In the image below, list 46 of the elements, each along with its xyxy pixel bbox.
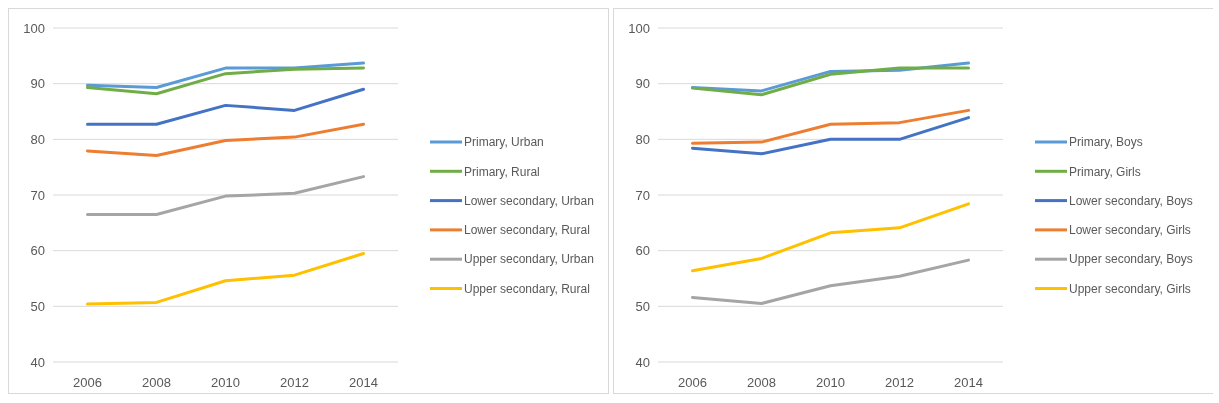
y-tick-label: 100 xyxy=(23,20,45,36)
y-tick-label: 40 xyxy=(30,354,45,370)
legend-label: Primary, Girls xyxy=(1069,164,1141,179)
y-tick-label: 60 xyxy=(30,243,45,259)
x-tick-label: 2010 xyxy=(816,375,845,390)
legend-label: Upper secondary, Urban xyxy=(464,252,594,267)
line-series xyxy=(691,258,970,306)
y-tick-label: 90 xyxy=(30,76,45,92)
legend-label: Primary, Rural xyxy=(464,164,540,179)
legend-label: Lower secondary, Girls xyxy=(1069,223,1191,238)
legend-label: Upper secondary, Rural xyxy=(464,281,590,296)
line-series xyxy=(86,87,365,126)
x-tick-label: 2006 xyxy=(73,375,102,390)
line-series xyxy=(86,66,365,96)
line-series xyxy=(691,116,970,156)
y-tick-label: 90 xyxy=(635,76,650,92)
x-tick-label: 2012 xyxy=(885,375,914,390)
x-tick-label: 2008 xyxy=(747,375,776,390)
y-tick-label: 100 xyxy=(628,20,650,36)
legend-label: Primary, Boys xyxy=(1069,135,1143,150)
line-series xyxy=(86,175,365,216)
y-tick-label: 80 xyxy=(635,131,650,147)
legend-label: Upper secondary, Girls xyxy=(1069,281,1191,296)
line-series xyxy=(86,251,365,306)
y-tick-label: 80 xyxy=(30,131,45,147)
x-tick-label: 2006 xyxy=(678,375,707,390)
y-tick-label: 60 xyxy=(635,243,650,259)
x-tick-label: 2008 xyxy=(142,375,171,390)
legend-label: Primary, Urban xyxy=(464,135,544,150)
x-tick-label: 2014 xyxy=(954,375,983,390)
line-series xyxy=(691,108,970,145)
legend-label: Lower secondary, Boys xyxy=(1069,193,1193,208)
legend-label: Lower secondary, Urban xyxy=(464,193,594,208)
y-tick-label: 50 xyxy=(635,298,650,314)
y-tick-label: 70 xyxy=(30,187,45,203)
legend-label: Upper secondary, Boys xyxy=(1069,252,1193,267)
line-series xyxy=(86,61,365,90)
legend-label: Lower secondary, Rural xyxy=(464,223,590,238)
line-series xyxy=(691,202,970,273)
y-tick-label: 70 xyxy=(635,187,650,203)
y-tick-label: 40 xyxy=(635,354,650,370)
x-tick-label: 2012 xyxy=(280,375,309,390)
x-tick-label: 2010 xyxy=(211,375,240,390)
y-tick-label: 50 xyxy=(30,298,45,314)
line-series xyxy=(86,122,365,157)
x-tick-label: 2014 xyxy=(349,375,378,390)
